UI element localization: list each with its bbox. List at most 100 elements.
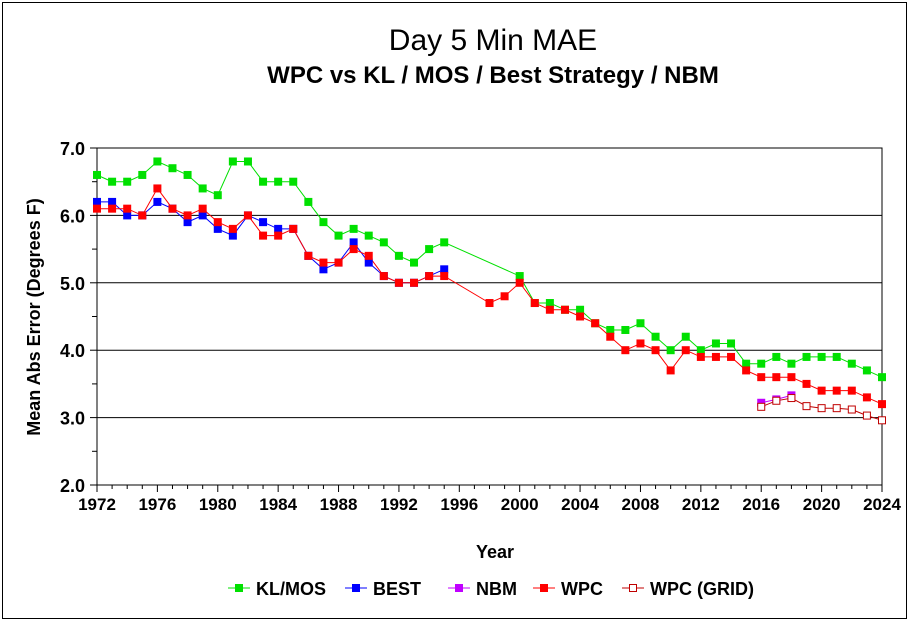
data-point-wpc xyxy=(651,346,660,355)
x-tick-label: 1992 xyxy=(380,495,418,514)
data-point-wpc xyxy=(742,366,751,375)
data-point-wpc xyxy=(545,305,554,314)
data-point-wpc xyxy=(772,373,781,382)
data-point-wpc xyxy=(621,346,630,355)
data-point-kl-mos xyxy=(651,332,660,341)
data-point-wpc-grid xyxy=(878,416,886,425)
data-point-kl-mos xyxy=(757,359,766,368)
data-point-wpc xyxy=(500,292,509,301)
data-point-best xyxy=(123,211,132,220)
data-point-wpc xyxy=(847,386,856,395)
data-point-best xyxy=(274,224,283,233)
data-point-kl-mos xyxy=(123,177,132,186)
x-tick-label: 2016 xyxy=(742,495,780,514)
data-point-wpc-grid xyxy=(787,394,796,403)
chart-title: Day 5 Min MAE xyxy=(389,24,597,57)
data-point-best xyxy=(228,231,237,240)
data-point-kl-mos xyxy=(862,366,871,375)
legend-swatch-marker xyxy=(540,584,548,592)
data-point-kl-mos xyxy=(334,231,343,240)
data-point-wpc xyxy=(289,224,298,233)
data-point-wpc-grid xyxy=(862,411,871,420)
data-point-kl-mos xyxy=(847,359,856,368)
x-axis-label: Year xyxy=(476,542,514,562)
data-point-wpc xyxy=(394,278,403,287)
data-point-kl-mos xyxy=(319,218,328,227)
chart-subtitle: WPC vs KL / MOS / Best Strategy / NBM xyxy=(267,62,719,89)
data-point-kl-mos xyxy=(274,177,283,186)
data-point-kl-mos xyxy=(364,231,373,240)
data-point-wpc xyxy=(530,299,539,308)
data-point-wpc xyxy=(696,352,705,361)
data-point-best xyxy=(259,218,268,227)
y-tick-label: 6.0 xyxy=(60,206,85,226)
legend-label: WPC (GRID) xyxy=(650,579,754,599)
data-point-wpc xyxy=(485,299,494,308)
data-point-best xyxy=(183,218,192,227)
data-point-kl-mos xyxy=(349,224,358,233)
data-point-best xyxy=(153,197,162,206)
data-point-wpc xyxy=(123,204,132,213)
data-point-wpc xyxy=(440,272,449,281)
data-point-wpc-grid xyxy=(772,396,781,405)
data-point-wpc xyxy=(681,346,690,355)
data-point-wpc xyxy=(862,393,871,402)
data-point-kl-mos xyxy=(93,170,101,179)
x-tick-label: 1976 xyxy=(138,495,176,514)
data-point-best xyxy=(213,224,222,233)
x-tick-label: 2012 xyxy=(682,495,720,514)
data-point-wpc xyxy=(560,305,569,314)
data-point-kl-mos xyxy=(243,157,252,166)
y-tick-label: 2.0 xyxy=(60,476,85,496)
data-point-wpc xyxy=(168,204,177,213)
series-line-best xyxy=(97,201,445,284)
data-point-kl-mos xyxy=(696,346,705,355)
y-tick-label: 3.0 xyxy=(60,409,85,429)
data-point-kl-mos xyxy=(621,325,630,334)
data-point-wpc xyxy=(379,272,388,281)
x-tick-label: 2024 xyxy=(863,495,901,514)
data-point-wpc-grid xyxy=(832,404,841,413)
x-tick-label: 2004 xyxy=(561,495,599,514)
x-tick-label: 2000 xyxy=(501,495,539,514)
data-point-wpc xyxy=(319,258,328,267)
y-axis-label: Mean Abs Error (Degrees F) xyxy=(24,198,44,435)
x-tick-label: 1984 xyxy=(259,495,297,514)
data-point-best xyxy=(349,238,358,247)
data-point-wpc xyxy=(334,258,343,267)
data-point-kl-mos xyxy=(168,164,177,173)
data-point-wpc xyxy=(198,204,207,213)
data-point-best xyxy=(440,265,449,274)
data-point-wpc xyxy=(666,366,675,375)
data-point-wpc-grid xyxy=(847,405,856,414)
data-point-wpc xyxy=(817,386,826,395)
data-point-kl-mos xyxy=(213,191,222,200)
x-tick-label: 1988 xyxy=(320,495,358,514)
y-tick-label: 4.0 xyxy=(60,341,85,361)
data-point-kl-mos xyxy=(606,325,615,334)
data-point-wpc xyxy=(832,386,841,395)
data-point-wpc xyxy=(878,400,886,409)
legend-label: NBM xyxy=(476,579,517,599)
data-point-wpc xyxy=(349,245,358,254)
legend: KL/MOS BEST NBM WPC WPC (GRID) xyxy=(228,579,754,599)
data-point-wpc-grid xyxy=(817,404,826,413)
data-point-kl-mos xyxy=(817,352,826,361)
data-point-kl-mos xyxy=(832,352,841,361)
data-point-kl-mos xyxy=(742,359,751,368)
data-point-wpc xyxy=(515,278,524,287)
data-point-kl-mos xyxy=(727,339,736,348)
data-point-kl-mos xyxy=(802,352,811,361)
data-point-wpc xyxy=(93,204,101,213)
legend-label: KL/MOS xyxy=(256,579,326,599)
data-point-wpc xyxy=(153,184,162,193)
data-point-wpc xyxy=(108,204,117,213)
x-tick-label: 1996 xyxy=(440,495,478,514)
data-point-kl-mos xyxy=(108,177,117,186)
legend-swatch-marker xyxy=(352,584,360,592)
data-point-kl-mos xyxy=(304,197,313,206)
data-point-kl-mos xyxy=(636,319,645,328)
x-tick-label: 2020 xyxy=(803,495,841,514)
data-point-wpc xyxy=(304,251,313,260)
